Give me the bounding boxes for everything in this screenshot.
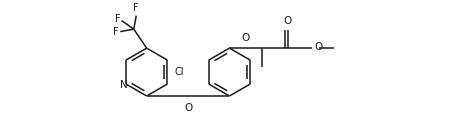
Text: O: O: [242, 33, 249, 43]
Text: Cl: Cl: [174, 67, 183, 77]
Text: F: F: [114, 27, 119, 37]
Text: F: F: [134, 3, 139, 13]
Text: O: O: [284, 16, 292, 26]
Text: F: F: [115, 14, 121, 24]
Text: O: O: [314, 42, 322, 52]
Text: O: O: [184, 103, 193, 113]
Text: N: N: [120, 80, 128, 90]
